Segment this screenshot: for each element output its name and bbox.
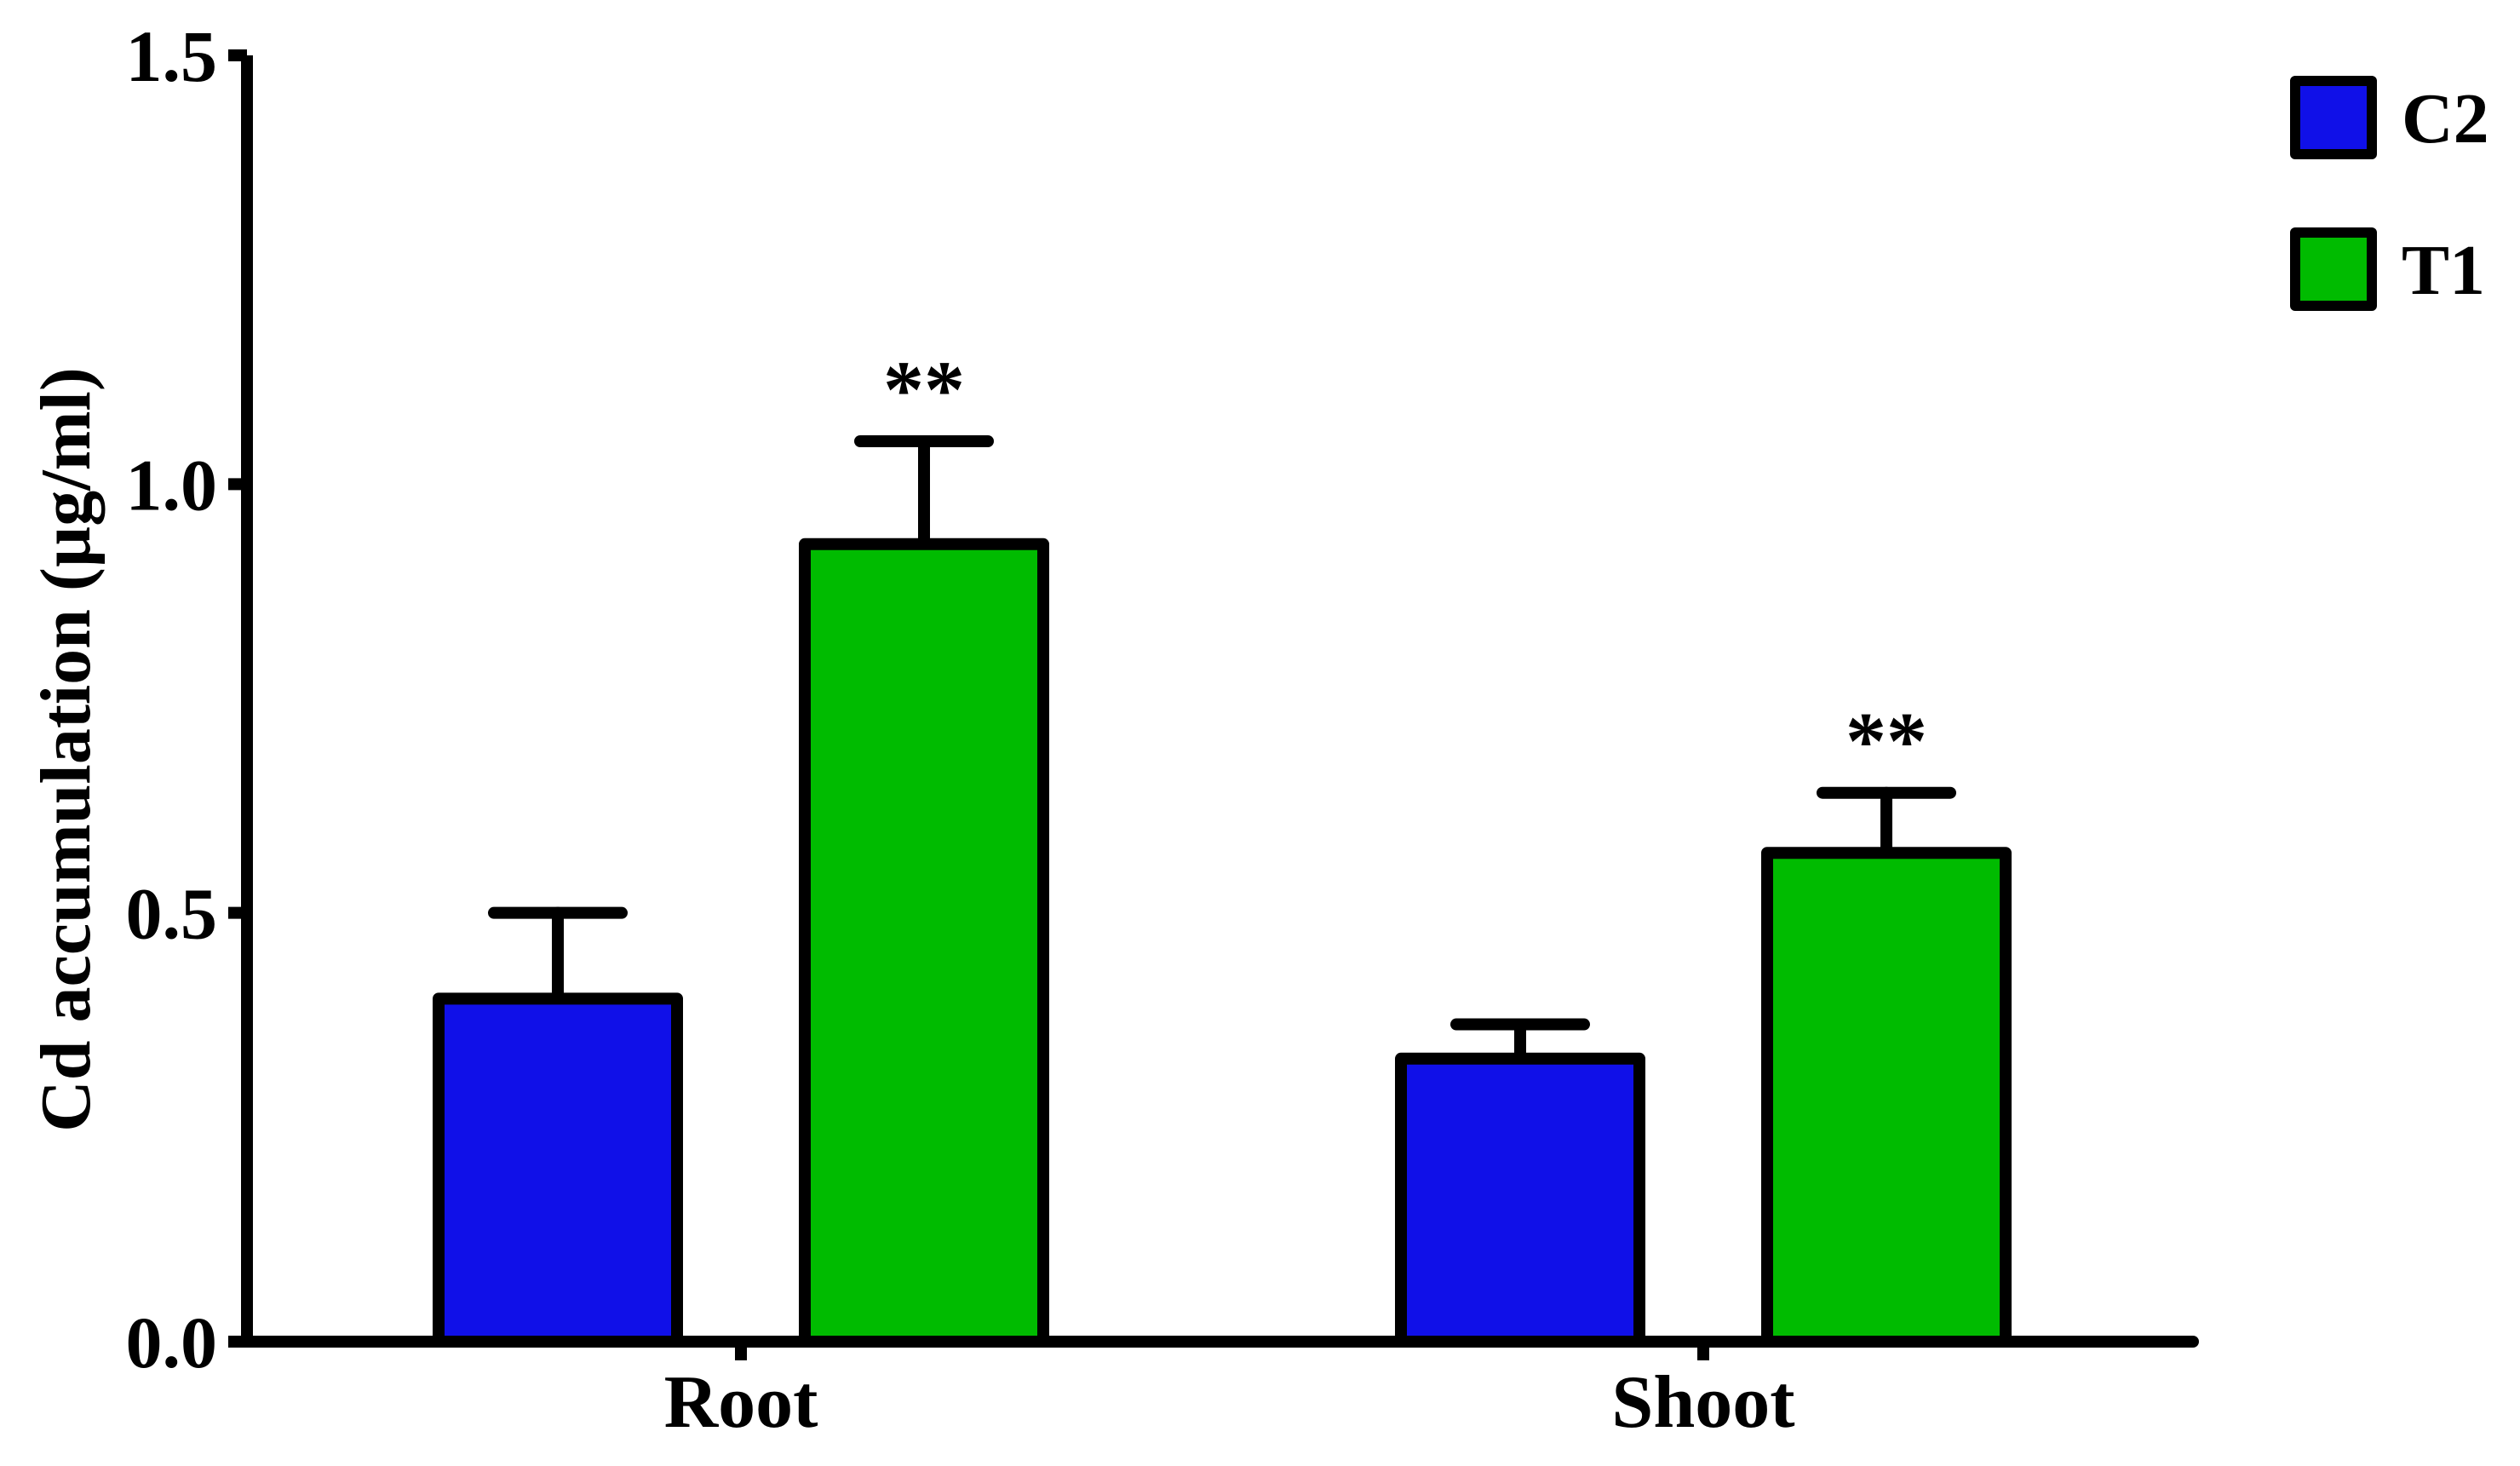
legend-label-c2: C2 [2402, 79, 2489, 158]
x-tick-label-shoot: Shoot [1611, 1361, 1794, 1444]
legend-label-t1: T1 [2402, 231, 2485, 310]
bar-t1-root [799, 538, 1049, 1348]
plot-area: ** ** [433, 344, 2012, 1348]
legend-swatch-t1 [2290, 227, 2377, 311]
x-tick-label-root: Root [664, 1361, 818, 1444]
bar-t1-shoot [1761, 847, 2012, 1348]
y-tick-label-3: 1.5 [126, 15, 218, 97]
y-tick-label-0: 0.0 [126, 1302, 218, 1383]
significance-t1-root: ** [883, 344, 965, 435]
y-tick-label-1: 0.5 [126, 873, 218, 955]
bar-c2-root [433, 992, 683, 1348]
y-axis-title: Cd accumulation (µg/ml) [26, 367, 106, 1132]
legend: C2 T1 [2290, 76, 2489, 311]
bar-c2-shoot [1395, 1052, 1645, 1348]
x-axis: Root Shoot [235, 1336, 2199, 1444]
legend-swatch-c2 [2290, 76, 2377, 159]
significance-t1-shoot: ** [1846, 696, 1927, 787]
y-tick-label-2: 1.0 [126, 444, 218, 526]
y-axis: 0.0 0.5 1.0 1.5 [126, 15, 253, 1383]
